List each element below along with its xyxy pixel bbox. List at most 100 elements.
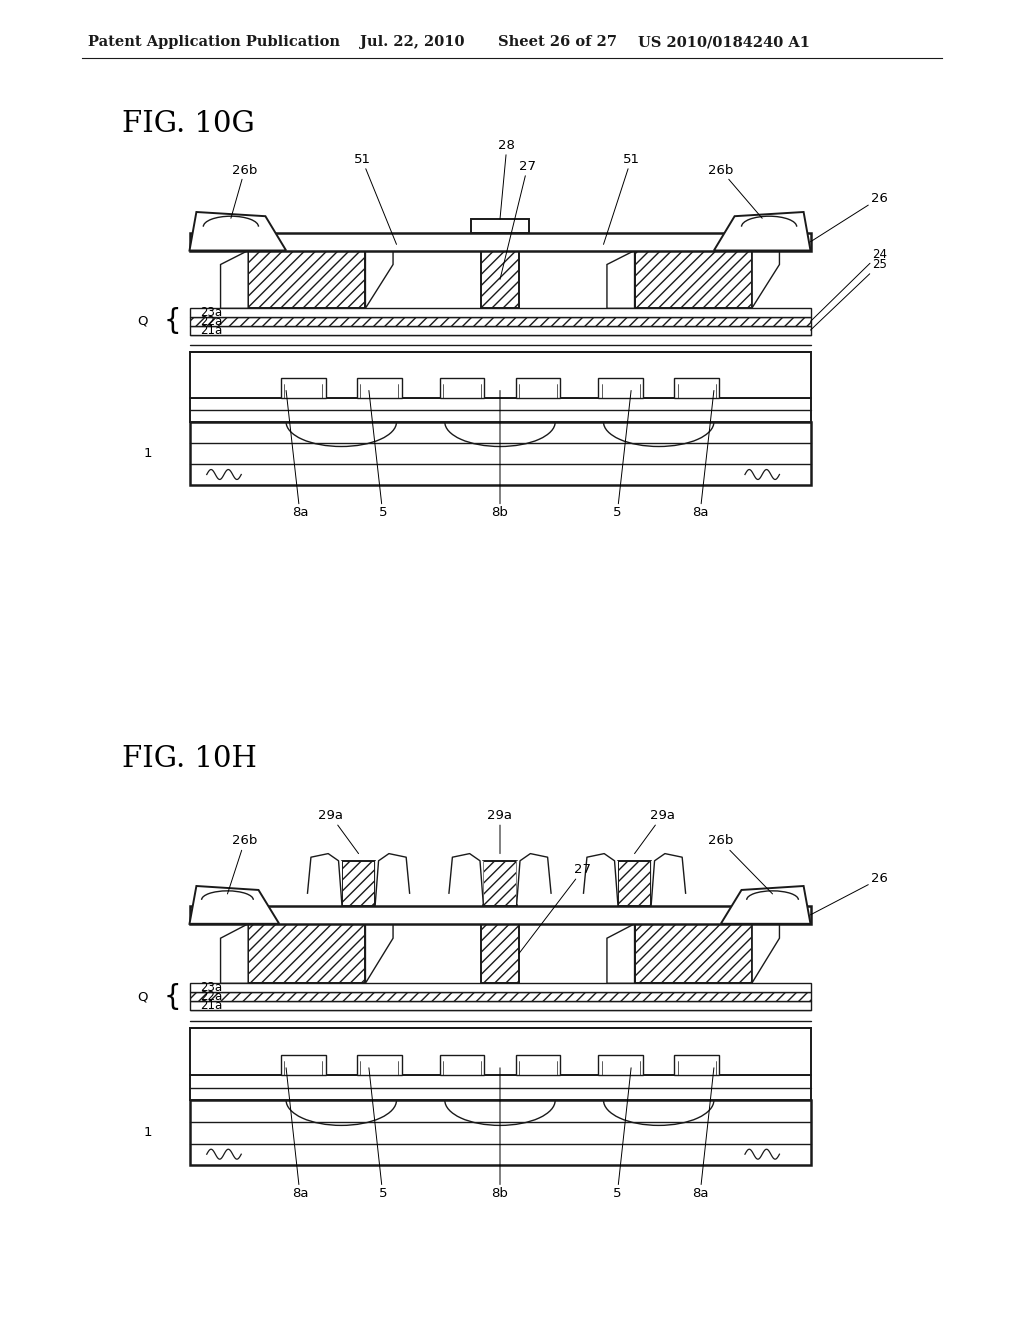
- Polygon shape: [189, 213, 286, 251]
- Polygon shape: [381, 238, 412, 251]
- Polygon shape: [481, 251, 519, 309]
- Text: 5: 5: [369, 391, 387, 520]
- Text: 51: 51: [353, 153, 396, 244]
- Polygon shape: [242, 238, 373, 251]
- Text: 5: 5: [613, 1068, 631, 1200]
- Text: 23a: 23a: [200, 306, 222, 319]
- Text: 8a: 8a: [286, 1068, 308, 1200]
- Text: Jul. 22, 2010: Jul. 22, 2010: [360, 36, 465, 49]
- Polygon shape: [189, 1074, 811, 1100]
- Polygon shape: [220, 924, 248, 983]
- Text: FIG. 10G: FIG. 10G: [122, 110, 255, 139]
- Polygon shape: [607, 251, 635, 309]
- Polygon shape: [311, 857, 342, 906]
- Text: 51: 51: [603, 153, 640, 244]
- Text: 1: 1: [143, 1126, 153, 1139]
- Text: 5: 5: [369, 1068, 387, 1200]
- Polygon shape: [189, 983, 811, 993]
- Polygon shape: [375, 857, 407, 906]
- Polygon shape: [342, 861, 375, 906]
- Polygon shape: [439, 1055, 484, 1074]
- Polygon shape: [189, 397, 811, 422]
- Polygon shape: [189, 886, 280, 924]
- Polygon shape: [189, 993, 811, 1001]
- Text: US 2010/0184240 A1: US 2010/0184240 A1: [638, 36, 810, 49]
- Polygon shape: [189, 234, 811, 251]
- Text: Sheet 26 of 27: Sheet 26 of 27: [498, 36, 617, 49]
- Polygon shape: [752, 924, 779, 983]
- Text: 29a: 29a: [318, 809, 358, 854]
- Polygon shape: [674, 379, 719, 397]
- Polygon shape: [481, 924, 519, 983]
- Text: FIG. 10H: FIG. 10H: [122, 744, 257, 774]
- Text: 8b: 8b: [492, 1068, 509, 1200]
- Polygon shape: [635, 924, 752, 983]
- Polygon shape: [453, 857, 483, 906]
- Polygon shape: [220, 251, 248, 309]
- Text: 26b: 26b: [230, 164, 257, 218]
- Text: {: {: [164, 308, 181, 335]
- Text: 21a: 21a: [200, 999, 222, 1012]
- Polygon shape: [515, 1055, 560, 1074]
- Polygon shape: [366, 924, 393, 983]
- Polygon shape: [588, 238, 620, 251]
- Polygon shape: [587, 857, 618, 906]
- Polygon shape: [366, 251, 393, 309]
- Text: 8b: 8b: [492, 391, 509, 520]
- Text: 27: 27: [500, 160, 537, 280]
- Polygon shape: [189, 352, 811, 397]
- Text: 27: 27: [519, 863, 591, 953]
- Text: 8a: 8a: [692, 1068, 714, 1200]
- Text: 21a: 21a: [200, 323, 222, 337]
- Polygon shape: [281, 1055, 326, 1074]
- Polygon shape: [598, 1055, 643, 1074]
- Polygon shape: [515, 379, 560, 397]
- Polygon shape: [516, 857, 548, 906]
- Polygon shape: [189, 1001, 811, 1010]
- Polygon shape: [607, 924, 635, 983]
- Polygon shape: [242, 911, 373, 924]
- Polygon shape: [635, 251, 752, 309]
- Text: 5: 5: [613, 391, 631, 520]
- Text: 1: 1: [143, 447, 153, 459]
- Polygon shape: [281, 379, 326, 397]
- Text: 22a: 22a: [200, 315, 222, 327]
- Polygon shape: [189, 422, 811, 484]
- Polygon shape: [721, 886, 811, 924]
- Text: {: {: [164, 982, 181, 1011]
- Polygon shape: [439, 379, 484, 397]
- Text: 8a: 8a: [286, 391, 308, 520]
- Polygon shape: [189, 309, 811, 317]
- Polygon shape: [189, 906, 811, 924]
- Text: Q: Q: [137, 315, 148, 327]
- Text: Q: Q: [137, 990, 148, 1003]
- Text: 25: 25: [811, 257, 887, 330]
- Polygon shape: [248, 924, 366, 983]
- Polygon shape: [189, 1100, 811, 1166]
- Text: 24: 24: [811, 248, 887, 321]
- Polygon shape: [618, 861, 651, 906]
- Polygon shape: [714, 213, 811, 251]
- Text: 29a: 29a: [487, 809, 512, 854]
- Polygon shape: [189, 1028, 811, 1074]
- Text: 23a: 23a: [200, 981, 222, 994]
- Text: 26b: 26b: [709, 834, 772, 894]
- Polygon shape: [598, 379, 643, 397]
- Polygon shape: [483, 861, 516, 906]
- Text: 26: 26: [811, 191, 888, 242]
- Polygon shape: [628, 911, 759, 924]
- Text: 28: 28: [499, 139, 515, 219]
- Text: 26: 26: [811, 873, 888, 915]
- Polygon shape: [356, 1055, 401, 1074]
- Polygon shape: [752, 251, 779, 309]
- Text: Patent Application Publication: Patent Application Publication: [88, 36, 340, 49]
- Polygon shape: [674, 1055, 719, 1074]
- Polygon shape: [471, 219, 529, 234]
- Text: 26b: 26b: [227, 834, 257, 894]
- Text: 26b: 26b: [709, 164, 762, 218]
- Polygon shape: [189, 326, 811, 334]
- Polygon shape: [356, 379, 401, 397]
- Polygon shape: [628, 238, 759, 251]
- Polygon shape: [189, 317, 811, 326]
- Text: 29a: 29a: [635, 809, 675, 854]
